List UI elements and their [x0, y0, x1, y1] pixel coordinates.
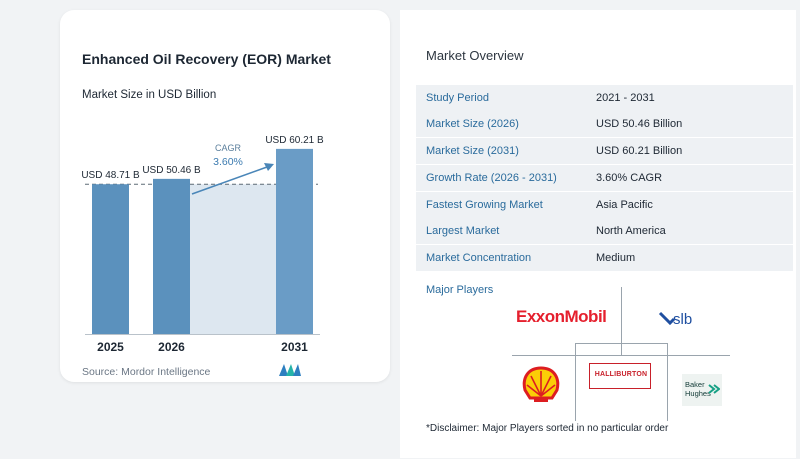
chart-title: Enhanced Oil Recovery (EOR) Market — [82, 51, 331, 67]
bar — [276, 148, 313, 334]
overview-row: Largest Market North America — [416, 218, 793, 244]
overview-key: Largest Market — [426, 225, 500, 237]
overview-value: North America — [596, 225, 666, 237]
overview-value: Medium — [596, 252, 636, 264]
chart-card: Enhanced Oil Recovery (EOR) Market Marke… — [60, 10, 390, 382]
overview-value: 3.60% CAGR — [596, 172, 663, 184]
category-label: 2026 — [158, 340, 185, 354]
bar-value-label: USD 50.46 B — [142, 165, 201, 176]
overview-row: Study Period 2021 - 2031 — [416, 85, 793, 111]
divider — [575, 343, 576, 421]
bar — [92, 184, 129, 334]
cagr-value: 3.60% — [213, 156, 243, 168]
slb-logo-icon: slb — [658, 307, 698, 331]
overview-key: Market Size (2026) — [426, 118, 519, 130]
source-note: Source: Mordor Intelligence — [82, 366, 211, 378]
major-players-title: Major Players — [426, 284, 494, 296]
bar-chart: USD 48.71 B 2025 USD 50.46 B 2026 USD 60.21 … — [81, 135, 324, 354]
slb-logo-text: slb — [673, 311, 692, 328]
overview-title: Market Overview — [426, 48, 524, 63]
overview-key: Growth Rate (2026 - 2031) — [426, 172, 557, 184]
overview-row: Market Concentration Medium — [416, 245, 793, 271]
growth-band — [190, 184, 276, 334]
market-overview-panel: Market Overview Study Period 2021 - 2031… — [400, 10, 796, 458]
overview-row: Fastest Growing Market Asia Pacific — [416, 192, 793, 218]
overview-key: Market Concentration — [426, 252, 532, 264]
category-label: 2025 — [97, 340, 124, 354]
divider — [667, 343, 668, 421]
halliburton-logo-text: HALLIBURTON — [594, 371, 648, 378]
overview-value: Asia Pacific — [596, 199, 653, 211]
disclaimer-text: *Disclaimer: Major Players sorted in no … — [426, 423, 669, 434]
divider — [621, 287, 622, 355]
overview-value: USD 60.21 Billion — [596, 145, 683, 157]
mordor-logo-icon — [278, 363, 302, 382]
bar — [153, 178, 190, 334]
overview-key: Study Period — [426, 92, 489, 104]
overview-row: Growth Rate (2026 - 2031) 3.60% CAGR — [416, 165, 793, 191]
chart-subtitle: Market Size in USD Billion — [82, 89, 217, 101]
category-label: 2031 — [281, 340, 308, 354]
divider — [512, 355, 730, 356]
overview-row: Market Size (2031) USD 60.21 Billion — [416, 138, 793, 164]
bar-value-label: USD 48.71 B — [81, 170, 140, 181]
overview-value: USD 50.46 Billion — [596, 118, 683, 130]
overview-value: 2021 - 2031 — [596, 92, 655, 104]
exxonmobil-logo-icon: ExxonMobil — [516, 307, 607, 326]
cagr-label: CAGR — [215, 143, 242, 153]
cagr-arrowhead — [264, 163, 274, 171]
divider — [575, 343, 667, 344]
halliburton-logo-icon: HALLIBURTON — [589, 363, 651, 389]
bar-value-label: USD 60.21 B — [265, 135, 324, 146]
overview-row: Market Size (2026) USD 50.46 Billion — [416, 111, 793, 137]
shell-logo-icon — [520, 366, 562, 404]
overview-key: Market Size (2031) — [426, 145, 519, 157]
cagr-arrow — [191, 166, 268, 195]
baker-hughes-logo-text: Baker Hughes — [685, 380, 711, 398]
baker-hughes-logo-icon: Baker Hughes — [682, 374, 722, 406]
overview-key: Fastest Growing Market — [426, 199, 543, 211]
